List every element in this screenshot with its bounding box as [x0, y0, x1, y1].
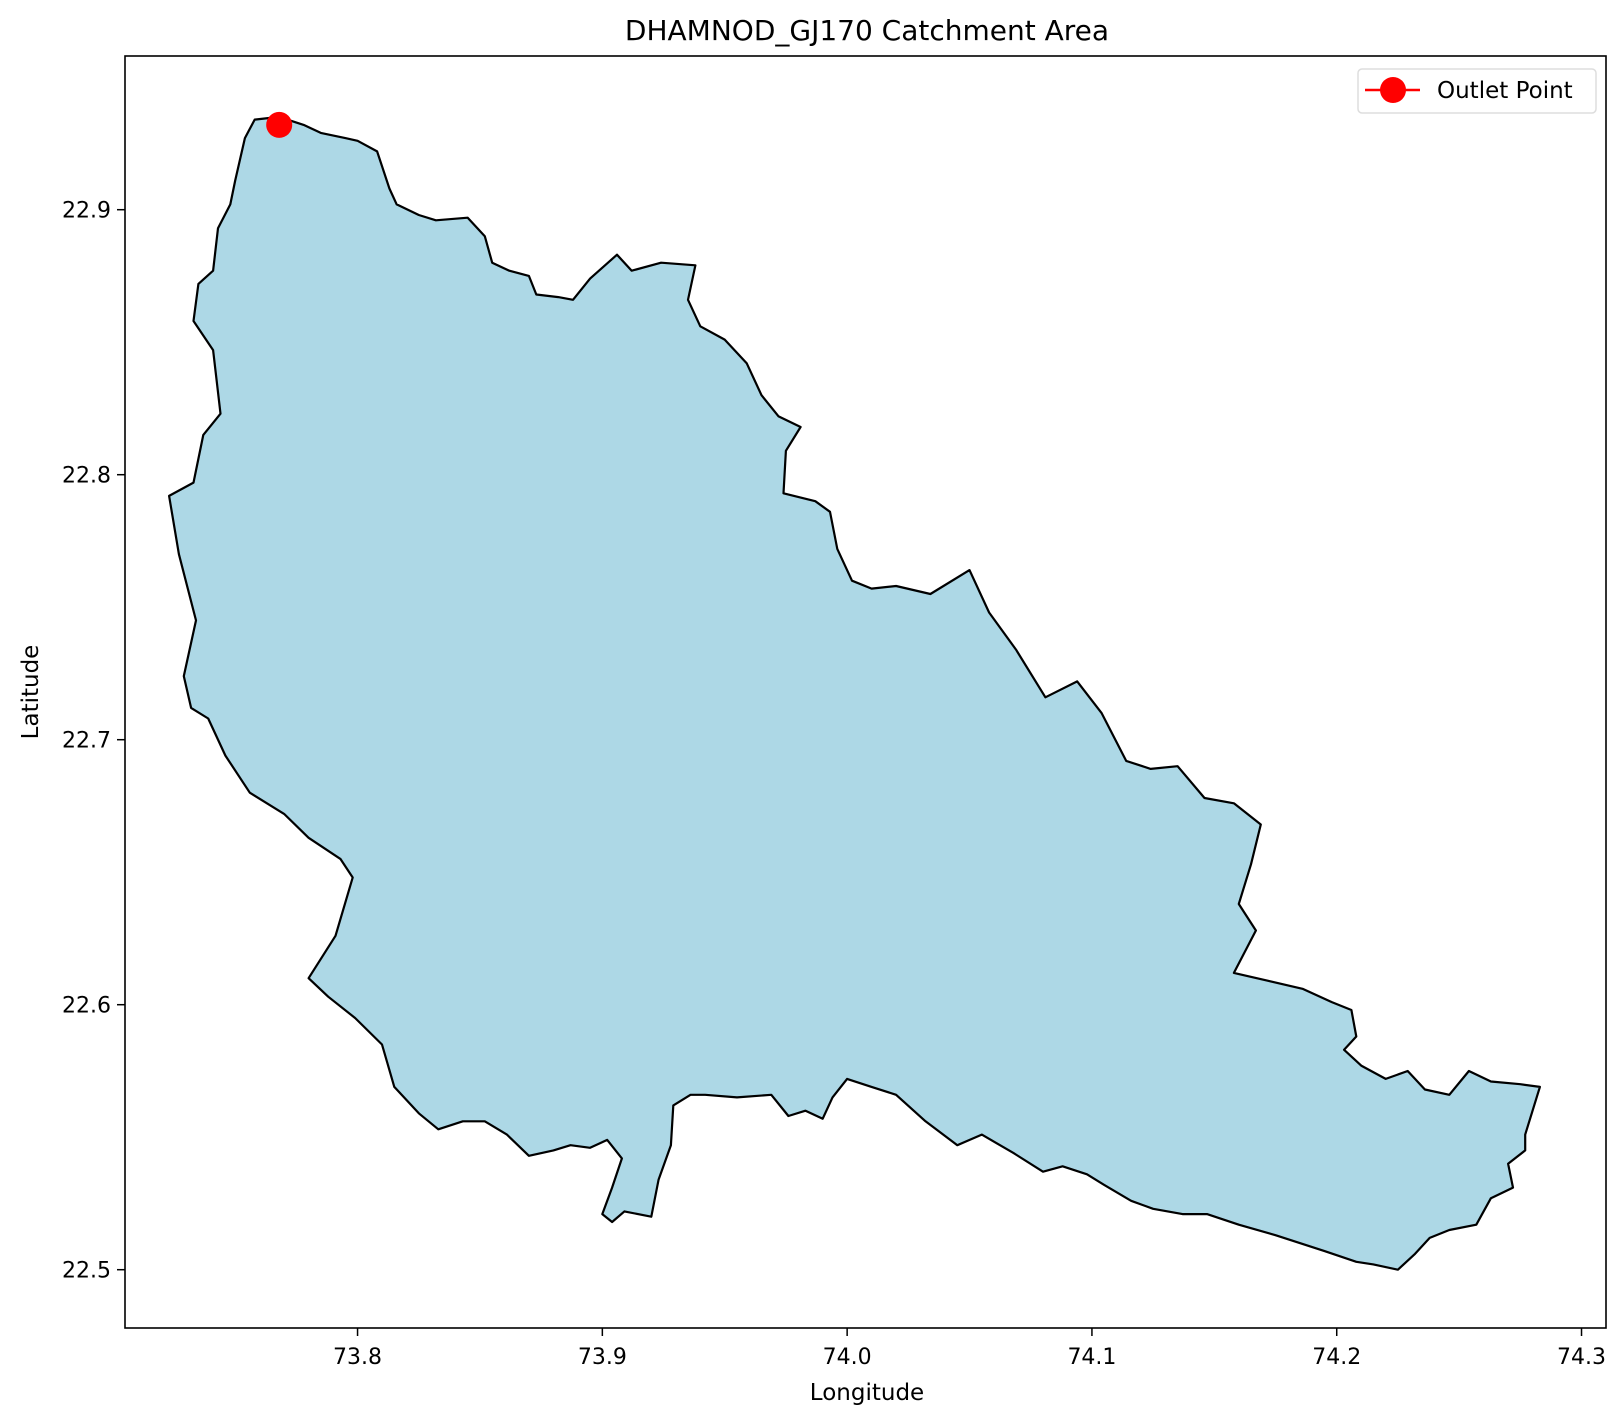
x-tick-label: 74.0	[823, 1345, 872, 1370]
axes-frame	[124, 55, 1607, 1329]
x-axis: 73.8 73.9 74.0 74.1 74.2 74.3	[333, 1328, 1606, 1370]
y-tick-label: 22.8	[62, 464, 111, 489]
legend: Outlet Point	[1357, 68, 1597, 114]
x-tick-label: 74.1	[1067, 1345, 1116, 1370]
legend-outlet-marker	[1380, 77, 1406, 103]
outlet-point-marker	[266, 111, 293, 138]
y-tick-label: 22.7	[62, 729, 111, 754]
x-axis-label: Longitude	[810, 1380, 924, 1406]
chart-title: DHAMNOD_GJ170 Catchment Area	[625, 14, 1109, 47]
x-tick-label: 73.9	[578, 1345, 627, 1370]
y-tick-label: 22.9	[62, 199, 111, 224]
x-tick-label: 74.3	[1557, 1345, 1606, 1370]
x-tick-label: 73.8	[333, 1345, 382, 1370]
legend-box	[1357, 68, 1597, 114]
catchment-polygon	[168, 115, 1542, 1271]
y-tick-label: 22.5	[62, 1259, 111, 1284]
x-tick-label: 74.2	[1312, 1345, 1361, 1370]
y-tick-label: 22.6	[62, 994, 111, 1019]
y-axis-label: Latitude	[18, 645, 44, 740]
legend-outlet-label: Outlet Point	[1437, 78, 1573, 104]
y-axis: 22.5 22.6 22.7 22.8 22.9	[62, 199, 125, 1284]
plot-area	[168, 111, 1542, 1271]
